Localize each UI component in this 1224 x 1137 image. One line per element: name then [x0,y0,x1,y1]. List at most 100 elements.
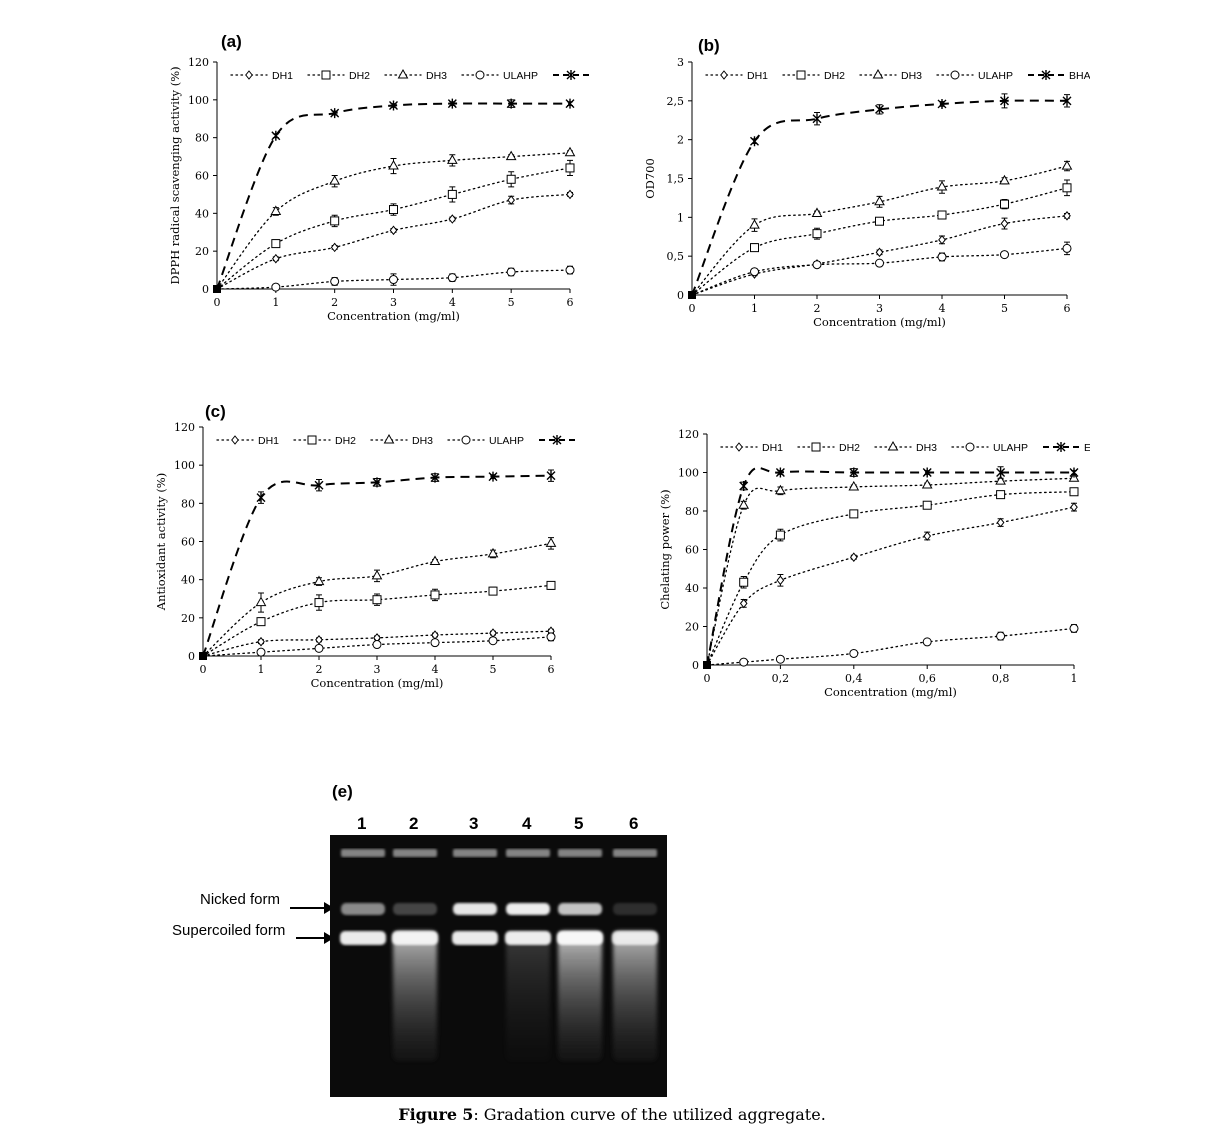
x-axis-label: Concentration (mg/ml) [327,309,460,323]
nicked-form-arrow [290,902,334,914]
series-line [706,627,1075,666]
x-tick-label: 0 [689,302,696,315]
data-point [775,530,785,540]
data-point [996,631,1006,641]
data-point [812,260,822,270]
x-tick-label: 2 [331,296,338,309]
gel-smear [393,931,437,1061]
y-tick-label: 1,5 [667,173,685,186]
data-point [389,225,398,236]
nicked-band [453,903,497,915]
data-point [1069,623,1079,633]
data-point [1063,210,1071,221]
nicked-band [613,903,657,915]
x-tick-label: 0 [704,672,711,685]
legend-marker [1056,442,1066,452]
data-point [447,273,457,283]
legend-label: DH1 [762,442,783,454]
data-point [271,239,281,249]
data-point [875,247,884,258]
data-point [488,586,498,596]
y-tick-label: 100 [174,459,195,472]
legend-label: DH2 [335,435,356,447]
legend-label: DH3 [901,70,922,82]
data-point [1062,243,1072,253]
series-line [706,477,1075,666]
data-point [546,632,556,642]
data-point [314,643,324,653]
legend-label: EDTA [1084,442,1090,454]
legend-marker [321,70,331,80]
series-dh3 [213,146,576,293]
x-tick-label: 3 [390,296,397,309]
legend-entry-dh1: DH1 [216,435,279,447]
data-point [739,480,749,491]
legend-marker [231,435,239,445]
data-point-origin [213,285,221,293]
data-point [389,275,398,285]
data-point [564,146,576,157]
legend-label: ULAHP [489,435,524,447]
x-tick-label: 1 [751,302,758,315]
data-point [388,160,399,170]
y-tick-label: 100 [678,467,699,480]
legend-entry-dh3: DH3 [384,68,447,82]
data-point [1062,95,1072,106]
gel-well [453,849,497,857]
data-point [488,636,498,646]
legend-marker [475,70,485,80]
data-point [776,575,785,586]
x-tick-label: 6 [567,296,574,309]
legend-marker [950,70,960,80]
y-axis-label: Antioxidant activity (%) [154,473,168,611]
data-point [922,467,932,478]
data-point [447,189,457,199]
x-axis-label: Concentration (mg/ml) [824,685,957,699]
supercoiled-band [505,931,551,945]
data-point [1069,467,1079,478]
legend-marker [811,442,821,452]
data-point-origin [199,652,207,660]
legend-marker [720,70,728,80]
lane-number: 3 [469,814,479,833]
chart-a: 0 20 40 60 80 100 120 0 1 2 3 4 5 6 Concentration (mg/… [168,56,589,323]
legend-entry-dh1: DH1 [230,70,293,82]
x-tick-label: 1 [258,663,265,676]
data-point [874,195,885,206]
y-tick-label: 1 [677,211,684,224]
data-point [507,195,516,205]
legend-entry-dh1: DH1 [705,70,768,82]
gel-well [341,849,385,857]
y-tick-label: 120 [678,428,699,441]
data-point [546,580,556,590]
caption-figure-number: 5 [462,1105,474,1124]
x-tick-label: 5 [508,296,515,309]
data-point [738,499,750,509]
data-point [565,265,575,275]
chart-d: 0 20 40 60 80 100 120 0 0,2 0,4 0,6 0,8 1 Concentrati… [658,428,1090,699]
legend-label: DH1 [258,435,279,447]
data-point [430,590,440,600]
series-line [691,165,1068,296]
data-point [739,657,749,667]
panel-label-c: (c) [205,402,226,421]
gel-well [393,849,437,857]
legend-entry-ulahp: ULAHP [936,70,1013,82]
nicked-band [506,903,550,915]
data-point [330,276,340,286]
legend-label: ULAHP [993,442,1028,454]
legend-entry-bha: BHA [539,435,575,445]
legend-marker [552,435,562,445]
data-point [446,154,458,164]
data-point [999,174,1010,185]
data-point [545,537,557,547]
series-dh2 [703,487,1079,669]
nicked-band [558,903,602,915]
data-point [922,500,932,510]
gel-electrophoresis-image [330,835,667,1097]
x-tick-label: 0 [200,663,207,676]
series-edta [703,466,1079,669]
y-tick-label: 3 [677,56,684,69]
data-point [313,575,325,586]
data-point [1062,183,1072,193]
